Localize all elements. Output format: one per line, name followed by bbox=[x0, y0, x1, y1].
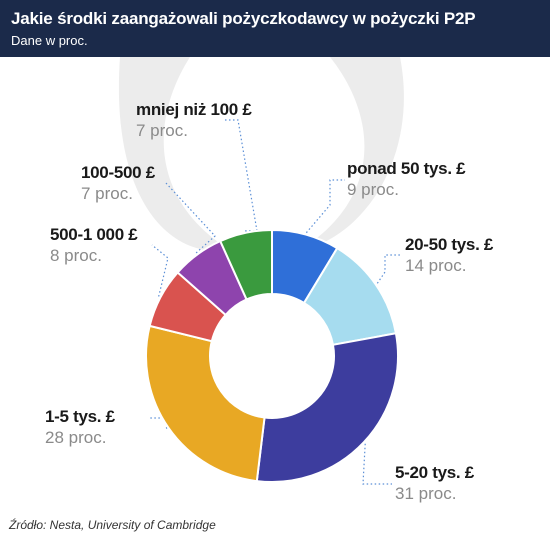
slice-name: 5-20 tys. £ bbox=[395, 463, 474, 482]
donut-slice-2 bbox=[255, 332, 399, 483]
slice-value: 14 proc. bbox=[405, 256, 467, 275]
slice-label-ponad-50: ponad 50 tys. £ 9 proc. bbox=[347, 159, 466, 199]
slice-value: 9 proc. bbox=[347, 180, 399, 199]
leader-line-0 bbox=[305, 179, 345, 234]
slice-label-5-20: 5-20 tys. £ 31 proc. bbox=[395, 464, 474, 502]
watermark-shape bbox=[300, 57, 404, 250]
watermark-logo bbox=[118, 57, 404, 252]
leader-line-1 bbox=[376, 254, 402, 284]
watermark-shape bbox=[118, 57, 230, 252]
slice-label-500-1000: 500-1 000 £ 8 proc. bbox=[50, 225, 138, 265]
slice-name: 1-5 tys. £ bbox=[45, 407, 115, 426]
leader-lines bbox=[148, 119, 402, 485]
slice-value: 8 proc. bbox=[50, 246, 102, 265]
slice-label-20-50: 20-50 tys. £ 14 proc. bbox=[405, 236, 493, 274]
donut-slice-6 bbox=[218, 228, 273, 301]
slice-value: 31 proc. bbox=[395, 484, 457, 503]
slice-name: ponad 50 tys. £ bbox=[347, 159, 466, 178]
slice-name: mniej niż 100 £ bbox=[136, 100, 252, 119]
slice-value: 7 proc. bbox=[81, 184, 133, 203]
slice-name: 20-50 tys. £ bbox=[405, 235, 494, 254]
slice-value: 28 proc. bbox=[45, 428, 107, 447]
leader-line-5 bbox=[164, 181, 216, 254]
chart-title: Jakie środki zaangażowali pożyczkodawcy … bbox=[11, 9, 476, 28]
header-bar: Jakie środki zaangażowali pożyczkodawcy … bbox=[0, 0, 550, 57]
slice-name: 100-500 £ bbox=[81, 163, 155, 182]
source-note: Źródło: Nesta, University of Cambridge bbox=[9, 518, 216, 532]
donut-slices bbox=[145, 228, 399, 483]
slice-label-mniej-niz-100: mniej niż 100 £ 7 proc. bbox=[136, 101, 252, 139]
leader-line-4 bbox=[151, 244, 169, 297]
leader-line-6 bbox=[223, 119, 258, 232]
slice-value: 7 proc. bbox=[136, 121, 188, 140]
slice-label-100-500: 100-500 £ 7 proc. bbox=[81, 164, 155, 202]
leader-line-2 bbox=[362, 443, 392, 485]
slice-name: 500-1 000 £ bbox=[50, 225, 138, 244]
donut-slice-3 bbox=[145, 324, 266, 483]
slice-label-1-5: 1-5 tys. £ 28 proc. bbox=[45, 408, 115, 446]
chart-subtitle: Dane w proc. bbox=[11, 33, 88, 48]
